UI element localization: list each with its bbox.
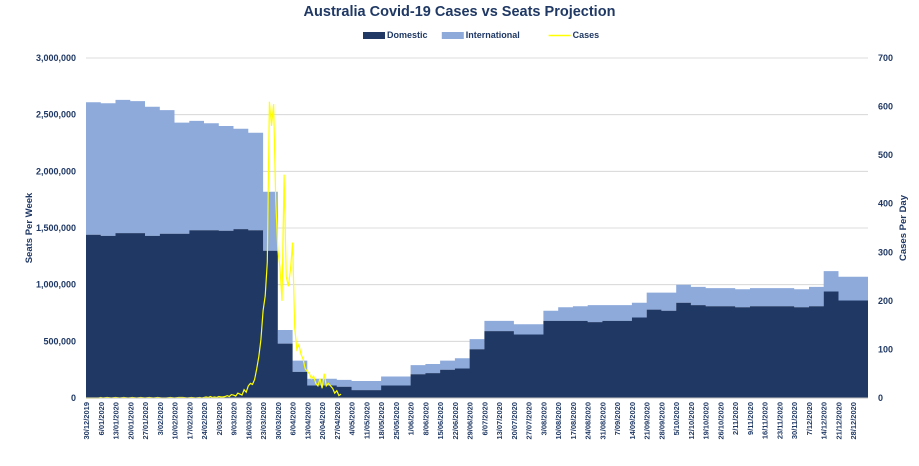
legend-label: Cases	[573, 30, 600, 40]
right-tick-label: 500	[878, 150, 893, 160]
x-tick-label: 9/03/2020	[230, 402, 239, 435]
x-tick-label: 1/06/2020	[407, 402, 416, 435]
right-tick-label: 200	[878, 296, 893, 306]
x-tick-label: 30/03/2020	[274, 402, 283, 440]
x-tick-label: 5/10/2020	[672, 402, 681, 435]
domestic-area	[86, 229, 868, 398]
x-tick-label: 13/01/2020	[112, 402, 121, 440]
right-tick-label: 100	[878, 344, 893, 354]
left-tick-label: 3,000,000	[36, 53, 76, 63]
x-tick-label: 21/09/2020	[643, 402, 652, 440]
right-tick-label: 300	[878, 247, 893, 257]
left-tick-label: 500,000	[43, 336, 76, 346]
chart-title: Australia Covid-19 Cases vs Seats Projec…	[303, 4, 616, 20]
x-tick-label: 7/12/2020	[805, 402, 814, 435]
x-tick-label: 9/11/2020	[746, 402, 755, 435]
x-tick-label: 20/07/2020	[510, 402, 519, 440]
x-tick-label: 17/08/2020	[569, 402, 578, 440]
x-tick-label: 15/06/2020	[436, 402, 445, 440]
x-tick-label: 23/11/2020	[775, 402, 784, 439]
x-tick-label: 29/06/2020	[466, 402, 475, 440]
left-tick-label: 2,000,000	[36, 166, 76, 176]
x-tick-label: 16/11/2020	[761, 402, 770, 439]
right-tick-label: 700	[878, 53, 893, 63]
x-tick-label: 10/08/2020	[554, 402, 563, 440]
x-tick-label: 30/12/2019	[82, 402, 91, 440]
x-tick-label: 28/09/2020	[657, 402, 666, 440]
x-tick-label: 3/02/2020	[156, 402, 165, 435]
x-tick-label: 20/01/2020	[126, 402, 135, 440]
x-tick-label: 10/02/2020	[171, 402, 180, 440]
x-tick-label: 11/05/2020	[362, 402, 371, 439]
legend-swatch	[363, 32, 385, 39]
x-tick-label: 26/10/2020	[716, 402, 725, 440]
left-tick-label: 0	[71, 393, 76, 403]
x-tick-label: 24/02/2020	[200, 402, 209, 440]
x-tick-label: 2/03/2020	[215, 402, 224, 435]
x-tick-label: 6/04/2020	[289, 402, 298, 435]
x-tick-label: 27/04/2020	[333, 402, 342, 440]
right-tick-label: 400	[878, 199, 893, 209]
x-tick-label: 6/01/2020	[97, 402, 106, 435]
x-tick-label: 27/01/2020	[141, 402, 150, 440]
x-tick-label: 25/05/2020	[392, 402, 401, 440]
x-tick-label: 21/12/2020	[834, 402, 843, 440]
x-tick-label: 18/05/2020	[377, 402, 386, 440]
x-tick-label: 31/08/2020	[598, 402, 607, 440]
x-tick-label: 24/08/2020	[584, 402, 593, 440]
x-tick-label: 19/10/2020	[702, 402, 711, 440]
right-tick-label: 600	[878, 102, 893, 112]
legend-label: International	[466, 30, 520, 40]
x-tick-label: 7/09/2020	[613, 402, 622, 435]
x-tick-label: 30/11/2020	[790, 402, 799, 439]
left-tick-label: 2,500,000	[36, 110, 76, 120]
x-tick-label: 22/06/2020	[451, 402, 460, 440]
x-tick-label: 4/05/2020	[348, 402, 357, 435]
x-tick-label: 2/11/2020	[731, 402, 740, 435]
international-area	[86, 99, 868, 391]
legend-swatch	[441, 32, 464, 39]
x-tick-label: 13/07/2020	[495, 402, 504, 440]
x-tick-label: 27/07/2020	[525, 402, 534, 440]
x-tick-label: 23/03/2020	[259, 402, 268, 440]
x-tick-label: 13/04/2020	[303, 402, 312, 440]
x-tick-label: 16/03/2020	[244, 402, 253, 440]
x-tick-label: 17/02/2020	[185, 402, 194, 440]
y-axis-title-left: Seats Per Week	[24, 192, 35, 263]
y-axis-title-right: Cases Per Day	[898, 194, 909, 261]
x-tick-label: 28/12/2020	[849, 402, 858, 440]
x-tick-label: 12/10/2020	[687, 402, 696, 440]
x-tick-label: 3/08/2020	[539, 402, 548, 435]
right-tick-label: 0	[878, 393, 883, 403]
x-tick-label: 20/04/2020	[318, 402, 327, 440]
x-tick-label: 8/06/2020	[421, 402, 430, 435]
legend-label: Domestic	[387, 30, 428, 40]
left-tick-label: 1,500,000	[36, 223, 76, 233]
x-tick-label: 6/07/2020	[480, 402, 489, 435]
x-tick-label: 14/12/2020	[820, 402, 829, 440]
left-tick-label: 1,000,000	[36, 280, 76, 290]
x-tick-label: 14/09/2020	[628, 402, 637, 440]
